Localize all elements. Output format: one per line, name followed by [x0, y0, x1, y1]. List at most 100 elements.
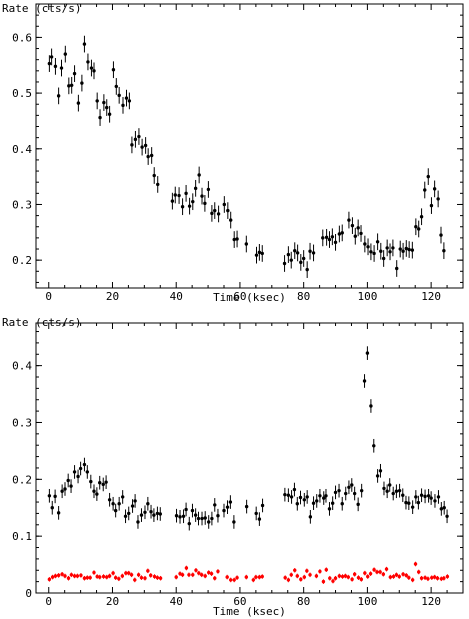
series-0: [47, 346, 449, 531]
data-point: [143, 510, 147, 514]
data-point: [226, 208, 230, 213]
data-point: [401, 572, 405, 576]
x-axis-label: Time (ksec): [213, 605, 286, 618]
data-point: [362, 379, 367, 383]
data-point: [124, 571, 128, 575]
data-point: [170, 199, 175, 203]
data-point: [388, 250, 392, 254]
data-point: [430, 575, 434, 580]
data-point: [178, 571, 182, 576]
data-point: [435, 576, 440, 580]
data-point: [228, 500, 233, 504]
data-point: [289, 573, 293, 577]
data-point: [56, 573, 61, 578]
x-tick-label: 60: [233, 290, 246, 303]
data-point: [207, 520, 211, 524]
data-point: [311, 501, 316, 505]
data-point: [213, 208, 217, 213]
data-point: [105, 105, 109, 110]
data-point: [191, 199, 195, 204]
x-tick-label: 40: [170, 595, 183, 608]
data-point: [225, 575, 229, 579]
data-point: [114, 84, 119, 89]
data-point: [410, 505, 415, 509]
data-point: [302, 498, 307, 502]
data-point: [244, 242, 249, 246]
data-point: [63, 52, 68, 56]
data-point: [385, 246, 389, 250]
data-point: [423, 188, 427, 192]
data-point: [101, 574, 106, 579]
data-point: [121, 103, 125, 108]
data-point: [111, 571, 115, 575]
data-point: [184, 191, 188, 196]
data-point: [193, 513, 198, 517]
data-point: [333, 240, 338, 245]
data-point: [127, 99, 132, 103]
data-point: [76, 101, 81, 105]
data-point: [80, 81, 84, 85]
data-point: [439, 507, 444, 511]
data-point: [283, 575, 287, 580]
data-point: [315, 499, 319, 503]
data-point: [95, 492, 99, 496]
data-point: [423, 494, 427, 499]
data-point: [85, 575, 90, 580]
data-point: [207, 570, 211, 575]
data-point: [372, 251, 376, 256]
data-point: [67, 84, 71, 88]
data-point: [359, 231, 363, 236]
data-point: [47, 577, 52, 582]
data-point: [385, 489, 389, 493]
data-point: [314, 574, 319, 578]
data-point: [107, 112, 112, 116]
x-tick-label: 60: [233, 595, 246, 608]
data-point: [404, 573, 408, 578]
data-point: [244, 575, 249, 579]
data-point: [113, 575, 118, 580]
data-point: [216, 513, 220, 518]
data-point: [381, 572, 386, 576]
data-point: [356, 226, 360, 230]
data-point: [305, 267, 309, 272]
data-point: [228, 578, 233, 582]
data-point: [401, 493, 405, 497]
data-point: [173, 193, 177, 197]
data-point: [120, 574, 125, 578]
data-point: [190, 508, 195, 513]
data-point: [102, 100, 106, 105]
data-point: [368, 571, 373, 576]
data-point: [282, 261, 287, 266]
data-point: [353, 234, 357, 238]
data-point: [384, 567, 389, 571]
data-point: [442, 576, 446, 580]
data-point: [321, 579, 326, 584]
data-point: [66, 478, 70, 483]
data-point: [174, 513, 179, 518]
data-point: [346, 575, 350, 579]
data-point: [155, 511, 160, 516]
data-point: [308, 249, 312, 253]
x-tick-label: 80: [297, 290, 310, 303]
data-point: [155, 575, 160, 580]
data-point: [56, 511, 61, 515]
data-point: [445, 514, 449, 518]
data-point: [359, 577, 364, 582]
data-point: [117, 93, 121, 98]
data-point: [416, 500, 421, 505]
data-point: [363, 242, 367, 246]
data-point: [439, 233, 443, 237]
data-point: [419, 576, 424, 580]
data-point: [105, 575, 109, 579]
data-point: [130, 504, 135, 508]
data-point: [293, 568, 297, 572]
data-point: [123, 514, 128, 518]
data-point: [209, 571, 214, 576]
data-point: [327, 237, 332, 242]
data-point: [152, 173, 156, 178]
data-point: [187, 204, 192, 208]
data-point: [69, 83, 74, 88]
data-point: [295, 251, 300, 255]
y-axis-label: Rate (cts/s): [2, 2, 81, 15]
data-point: [213, 576, 217, 580]
